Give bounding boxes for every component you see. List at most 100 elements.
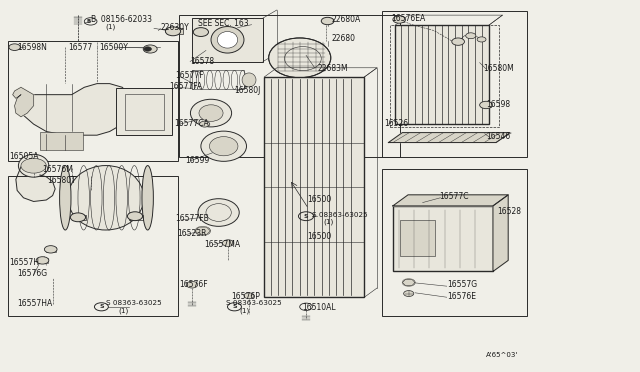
Circle shape [70, 213, 86, 222]
Circle shape [479, 101, 492, 109]
Bar [395, 17, 404, 22]
Bar [116, 88, 172, 135]
Bar [40, 132, 83, 150]
Text: 16598: 16598 [486, 100, 510, 109]
Text: 16576G: 16576G [17, 269, 47, 278]
Bar [382, 11, 527, 157]
Text: 16500: 16500 [307, 232, 332, 241]
Bar [393, 206, 493, 272]
Text: 16577FA: 16577FA [169, 82, 202, 91]
Bar [192, 70, 244, 89]
Circle shape [223, 240, 234, 246]
Text: 16577C: 16577C [439, 192, 468, 201]
Text: (1): (1) [323, 219, 333, 225]
Text: 16526: 16526 [385, 119, 409, 128]
Text: 16505A: 16505A [10, 152, 39, 161]
Text: S: S [304, 214, 308, 219]
Circle shape [403, 279, 415, 286]
Text: 22683M: 22683M [317, 64, 348, 73]
Text: 16500: 16500 [307, 196, 332, 205]
Text: 16576EA: 16576EA [391, 14, 425, 23]
Text: 16577CA: 16577CA [174, 119, 209, 128]
Text: 16577FB: 16577FB [175, 214, 209, 223]
Text: 16557MA: 16557MA [205, 240, 241, 249]
Ellipse shape [209, 137, 238, 156]
Circle shape [244, 293, 254, 299]
Text: 16528: 16528 [497, 206, 522, 215]
Text: S: S [232, 304, 237, 309]
Text: 16598N: 16598N [17, 43, 47, 52]
Polygon shape [21, 84, 129, 135]
Circle shape [466, 33, 476, 39]
Ellipse shape [198, 199, 239, 226]
Text: SEE SEC. 163: SEE SEC. 163 [198, 19, 249, 28]
Text: S 08363-63025: S 08363-63025 [226, 300, 282, 306]
Text: 22680: 22680 [332, 34, 355, 43]
Ellipse shape [142, 166, 154, 230]
Bar [11, 45, 19, 49]
Text: (1): (1) [106, 23, 116, 30]
Text: 16557G: 16557G [447, 280, 477, 289]
Circle shape [186, 281, 198, 288]
Bar [129, 215, 143, 220]
Text: 16546: 16546 [486, 132, 510, 141]
Circle shape [404, 291, 414, 296]
Text: 16580T: 16580T [47, 176, 76, 185]
Text: 16523R: 16523R [177, 229, 207, 238]
Text: 16577: 16577 [68, 43, 92, 52]
Bar [390, 25, 499, 127]
Bar [264, 77, 364, 297]
Bar [125, 94, 164, 130]
Bar [395, 25, 488, 124]
Circle shape [127, 212, 143, 221]
Circle shape [321, 17, 334, 25]
Ellipse shape [218, 32, 237, 48]
Text: 22680A: 22680A [332, 15, 361, 24]
Circle shape [144, 47, 152, 51]
Ellipse shape [19, 154, 49, 177]
Circle shape [21, 158, 46, 173]
Circle shape [44, 246, 57, 253]
Bar [46, 247, 56, 251]
Bar [401, 220, 435, 256]
Text: B: B [86, 19, 91, 24]
Text: 16576M: 16576M [42, 165, 74, 174]
Polygon shape [195, 227, 211, 235]
Text: 16577F: 16577F [175, 71, 204, 80]
Polygon shape [13, 87, 34, 117]
Bar [8, 41, 178, 161]
Bar [481, 103, 491, 107]
Ellipse shape [201, 131, 246, 161]
Circle shape [165, 27, 180, 36]
Text: (1): (1) [118, 307, 129, 314]
Polygon shape [393, 195, 508, 206]
Ellipse shape [60, 166, 71, 230]
Bar [173, 28, 183, 34]
Polygon shape [16, 166, 55, 202]
Text: 16500Y: 16500Y [99, 43, 129, 52]
Bar [192, 18, 263, 61]
Bar [179, 16, 400, 157]
Ellipse shape [242, 73, 256, 87]
Circle shape [452, 38, 465, 45]
Text: B  08156-62033: B 08156-62033 [91, 15, 152, 24]
Bar [8, 176, 178, 315]
Circle shape [393, 16, 406, 23]
Polygon shape [403, 279, 415, 286]
Ellipse shape [211, 26, 244, 53]
Text: 16510AL: 16510AL [302, 303, 336, 312]
Text: 22630Y: 22630Y [161, 23, 189, 32]
Ellipse shape [191, 99, 232, 127]
Circle shape [143, 45, 157, 53]
Circle shape [9, 44, 20, 51]
Polygon shape [388, 132, 510, 142]
Ellipse shape [68, 166, 144, 230]
Text: 16557HA: 16557HA [17, 299, 52, 308]
Ellipse shape [269, 38, 331, 78]
Bar [382, 169, 527, 315]
Text: 16580M: 16580M [483, 64, 514, 73]
Circle shape [36, 257, 49, 264]
Bar [38, 258, 47, 263]
Text: 16576F: 16576F [179, 280, 208, 289]
Circle shape [193, 28, 209, 36]
